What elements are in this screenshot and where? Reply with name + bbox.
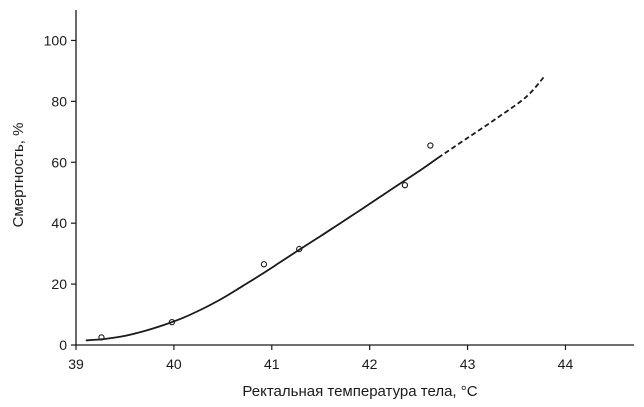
x-tick-label: 40: [166, 356, 182, 372]
y-tick-label: 20: [51, 276, 67, 292]
y-tick-label: 0: [59, 337, 67, 353]
data-point: [260, 261, 268, 268]
axes: [75, 10, 634, 346]
x-tick-label: 43: [460, 356, 476, 372]
x-tick-label: 41: [264, 356, 280, 372]
y-tick-label: 40: [51, 215, 67, 231]
x-ticks: 39 40 41 42 43 44: [68, 345, 573, 372]
data-point: [401, 181, 409, 189]
series-layer: [85, 76, 545, 342]
x-tick-label: 42: [362, 356, 378, 372]
extrapolation-line: [437, 76, 545, 159]
y-tick-label: 60: [51, 154, 67, 170]
data-point: [427, 142, 434, 149]
x-axis-title: Ректальная температура тела, °С: [242, 383, 477, 400]
fit-curve: [85, 156, 439, 342]
x-tick-label: 44: [558, 356, 574, 372]
y-axis-title: Смертность, %: [10, 123, 27, 228]
x-tick-label: 39: [68, 356, 84, 372]
y-tick-label: 80: [51, 93, 67, 109]
y-ticks: 0 20 40 60 80 100: [44, 32, 76, 353]
y-tick-label: 100: [44, 32, 68, 48]
